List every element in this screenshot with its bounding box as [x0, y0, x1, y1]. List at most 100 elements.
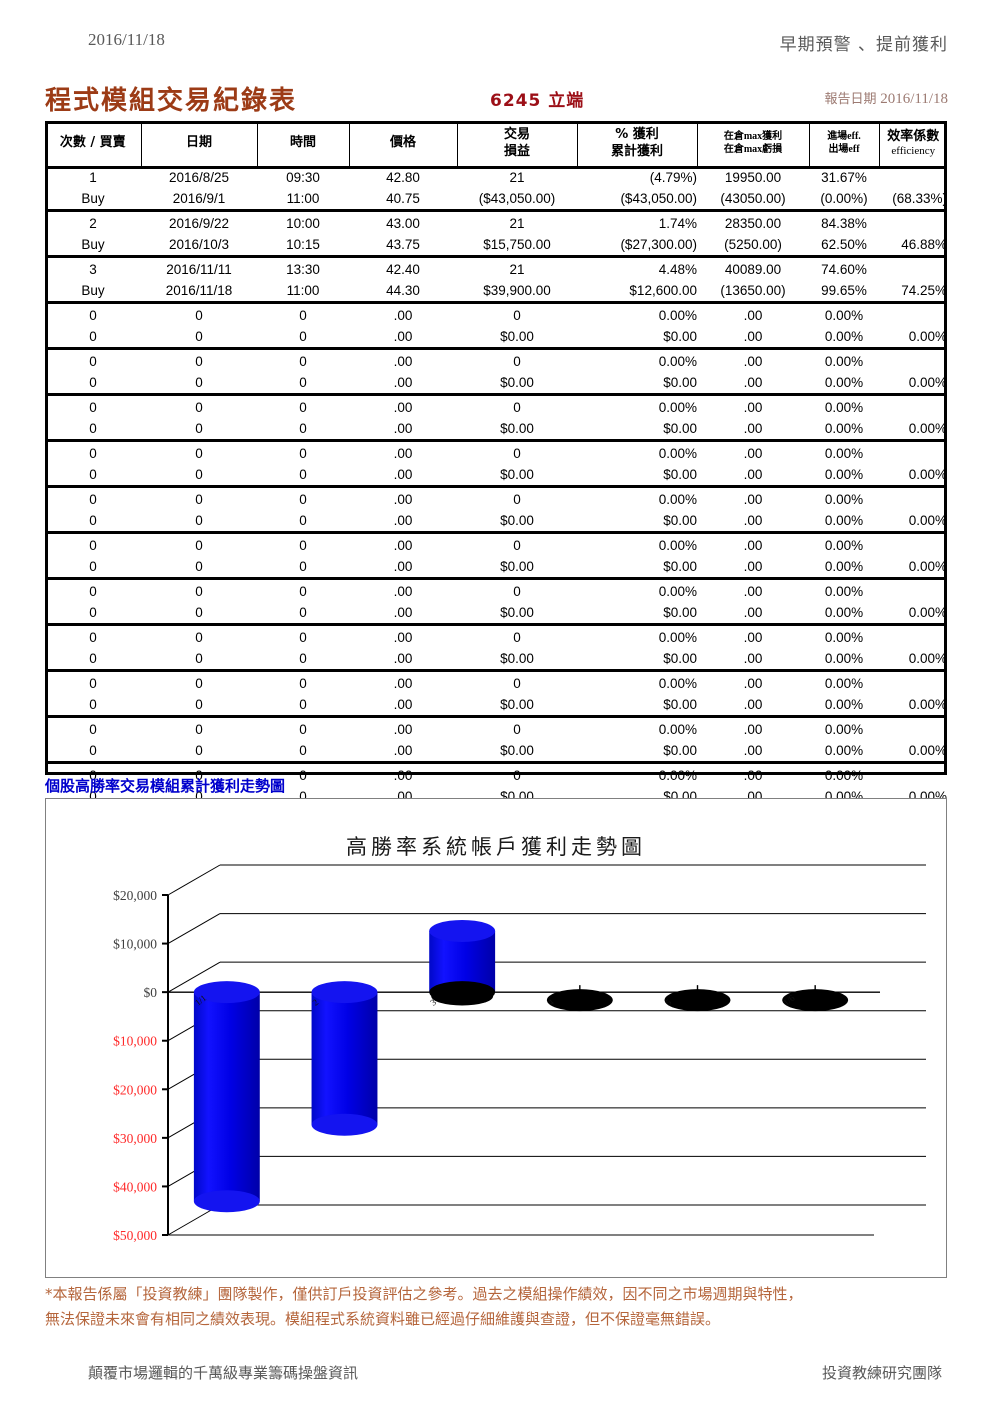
page-title: 程式模組交易紀錄表 [45, 86, 298, 116]
cell-max: 19950.00 [724, 170, 782, 185]
cell-pl: $0.00 [500, 559, 534, 574]
table-row: 1 2016/8/25 09:30 42.80 21 (4.79%) 19950.00 31.… [45, 166, 947, 188]
cell-eff: 0.00% [824, 421, 864, 436]
x-axis-label-2: 3 [428, 997, 438, 1008]
cell-pl: $0.00 [500, 375, 534, 390]
cell-price: 43.00 [386, 216, 420, 231]
cell-time: 10:15 [286, 237, 320, 252]
x-axis-label-4: 5 [664, 997, 674, 1008]
cell-ratio [879, 441, 947, 465]
cell-max: .00 [743, 538, 763, 553]
cell-price: .00 [393, 375, 413, 390]
cell-date: 0 [195, 697, 203, 712]
bar-body-0 [193, 992, 260, 1202]
cell-pl: $0.00 [500, 421, 534, 436]
cell-ratio: 74.25% [901, 283, 947, 298]
cell-price: .00 [393, 421, 413, 436]
cell-pl: $39,900.00 [483, 283, 551, 298]
cell-ratio [879, 671, 947, 695]
cell-date: 2016/10/3 [168, 237, 230, 252]
cell-date: 0 [195, 375, 203, 390]
table-header-underline [45, 166, 947, 169]
cell-eff: 0.00% [824, 492, 864, 507]
table-row: 0 0 0 .00 $0.00 $0.00 .00 0.00% 0.00% [45, 464, 947, 487]
cell-max: .00 [743, 768, 763, 783]
col-header-line1: 次數 / 買賣 [59, 135, 126, 151]
cell-pct: 0.00% [658, 446, 697, 461]
cell-eff: 62.50% [821, 237, 867, 252]
col-header-4: 交易 損益 [457, 121, 578, 166]
cell-date: 0 [195, 538, 203, 553]
cell-time: 11:00 [286, 283, 320, 298]
cell-pl: 0 [513, 630, 521, 645]
cell-eff: 0.00% [824, 329, 864, 344]
table-row: 0 0 0 .00 $0.00 $0.00 .00 0.00% 0.00% [45, 510, 947, 533]
cell-date: 0 [195, 354, 203, 369]
table-body: 1 2016/8/25 09:30 42.80 21 (4.79%) 19950.00 31.… [45, 166, 947, 853]
cell-price: 42.80 [386, 170, 420, 185]
cell-ratio: (68.33%) [892, 191, 947, 206]
cell-pct: 0.00% [658, 722, 697, 737]
cell-price: .00 [393, 559, 413, 574]
cell-time: 11:00 [286, 191, 320, 206]
y-axis-label-5: $30,000 [113, 1131, 157, 1146]
cell-max: .00 [743, 421, 763, 436]
cell-pl: $0.00 [500, 329, 534, 344]
cell-price: .00 [393, 722, 413, 737]
cell-pct: 0.00% [658, 354, 697, 369]
table-row: 0 0 0 .00 $0.00 $0.00 .00 0.00% 0.00% [45, 418, 947, 441]
cell-eff: 0.00% [824, 768, 864, 783]
y-axis-label-4: $20,000 [113, 1082, 157, 1097]
cell-pct: 4.48% [658, 262, 697, 277]
depth-line-2 [167, 961, 221, 993]
bar-2 [429, 919, 496, 1006]
table-row: 0 0 0 .00 $0.00 $0.00 .00 0.00% 0.00% [45, 694, 947, 717]
cell-max: .00 [743, 400, 763, 415]
table-row: 0 0 0 .00 $0.00 $0.00 .00 0.00% 0.00% [45, 602, 947, 625]
cell-max: .00 [743, 722, 763, 737]
depth-line-1 [167, 913, 221, 945]
cell-pct: $0.00 [663, 559, 697, 574]
cell-date: 0 [195, 651, 203, 666]
cell-ratio: 0.00% [908, 467, 947, 482]
cell-price: .00 [393, 630, 413, 645]
bar-base-5 [782, 989, 849, 1012]
cell-max: .00 [743, 492, 763, 507]
table-row: 0 0 0 .00 0 0.00% .00 0.00% [45, 762, 947, 787]
y-axis-label-1: $10,000 [113, 937, 157, 952]
table-row: 0 0 0 .00 $0.00 $0.00 .00 0.00% 0.00% [45, 326, 947, 349]
cell-eff: 0.00% [824, 722, 864, 737]
cell-time: 0 [299, 676, 307, 691]
cell-ratio [879, 349, 947, 373]
bar-bottom-cap-1 [311, 1113, 378, 1136]
table-row: Buy 2016/9/1 11:00 40.75 ($43,050.00) ($43,05… [45, 188, 947, 211]
page-footer: 顛覆市場邏輯的千萬級專業籌碼操盤資訊 投資教練研究團隊 [0, 1362, 992, 1386]
col-header-line2: 累計獲利 [610, 143, 663, 159]
col-header-1: 日期 [141, 121, 258, 166]
table-row: 0 0 0 .00 0 0.00% .00 0.00% [45, 302, 947, 327]
cell-pl: 21 [509, 170, 525, 185]
cell-max: .00 [743, 354, 763, 369]
cell-pl: 0 [513, 308, 521, 323]
cell-idx: 0 [89, 789, 97, 804]
cell-idx: 0 [89, 605, 97, 620]
cell-pct: $0.00 [663, 605, 697, 620]
y-axis-label-3: $10,000 [113, 1034, 157, 1049]
cell-idx: 0 [89, 559, 97, 574]
bar-3 [546, 989, 613, 1012]
col-header-line1: 在倉max獲利 [723, 131, 783, 142]
y-axis-label-0: $20,000 [113, 888, 157, 903]
col-header-line1: 時間 [289, 135, 316, 151]
bar-base-3 [546, 989, 613, 1012]
cell-time: 0 [299, 492, 307, 507]
cell-pl: 0 [513, 354, 521, 369]
cell-pct: ($43,050.00) [620, 191, 697, 206]
cell-pl: $0.00 [500, 743, 534, 758]
cell-price: .00 [393, 446, 413, 461]
col-header-line2: 損益 [503, 143, 530, 159]
bar-top-cap-2 [429, 919, 496, 942]
cell-eff: 0.00% [824, 354, 864, 369]
table-row: 0 0 0 .00 $0.00 $0.00 .00 0.00% 0.00% [45, 740, 947, 763]
cell-pct: $0.00 [663, 375, 697, 390]
table-row: 0 0 0 .00 0 0.00% .00 0.00% [45, 348, 947, 373]
